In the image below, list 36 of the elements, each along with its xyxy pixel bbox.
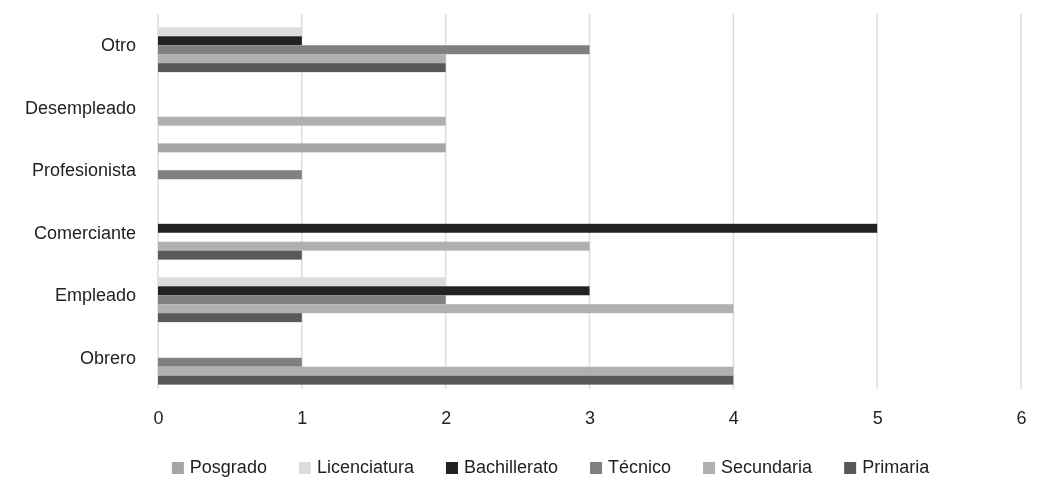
bar (158, 36, 302, 46)
bar (158, 143, 446, 153)
bar (158, 241, 590, 251)
bar (158, 366, 734, 376)
bar (158, 54, 446, 64)
x-tick-label: 3 (584, 407, 596, 428)
legend-label: Secundaria (721, 457, 814, 477)
bar (158, 313, 302, 323)
legend-label: Técnico (608, 457, 672, 477)
y-tick-label: Desempleado (24, 97, 136, 118)
x-tick-label: 1 (297, 407, 308, 428)
bar (158, 223, 878, 233)
bar (158, 45, 590, 55)
bar (158, 116, 446, 126)
bar (158, 375, 734, 385)
bar (158, 170, 302, 180)
legend-label: Primaria (862, 457, 931, 477)
bar (158, 250, 302, 260)
legend-label: Posgrado (189, 457, 267, 477)
x-tick-label: 4 (728, 407, 739, 428)
y-tick-label: Profesionista (31, 160, 137, 181)
y-tick-label: Empleado (54, 285, 136, 306)
bar (158, 304, 734, 314)
x-tick-label: 5 (872, 407, 883, 428)
legend-label: Licenciatura (316, 457, 415, 477)
y-tick-label: Obrero (79, 347, 136, 368)
bar (158, 357, 302, 367)
x-tick-label: 0 (153, 407, 164, 428)
legend-label: Bachillerato (463, 457, 559, 477)
bar (158, 286, 590, 296)
x-tick-label: 2 (441, 407, 452, 428)
y-tick-label: Otro (100, 35, 136, 56)
x-tick-label: 6 (1016, 407, 1027, 428)
bar (158, 295, 446, 305)
bar (158, 63, 446, 73)
y-tick-label: Comerciante (33, 222, 136, 243)
